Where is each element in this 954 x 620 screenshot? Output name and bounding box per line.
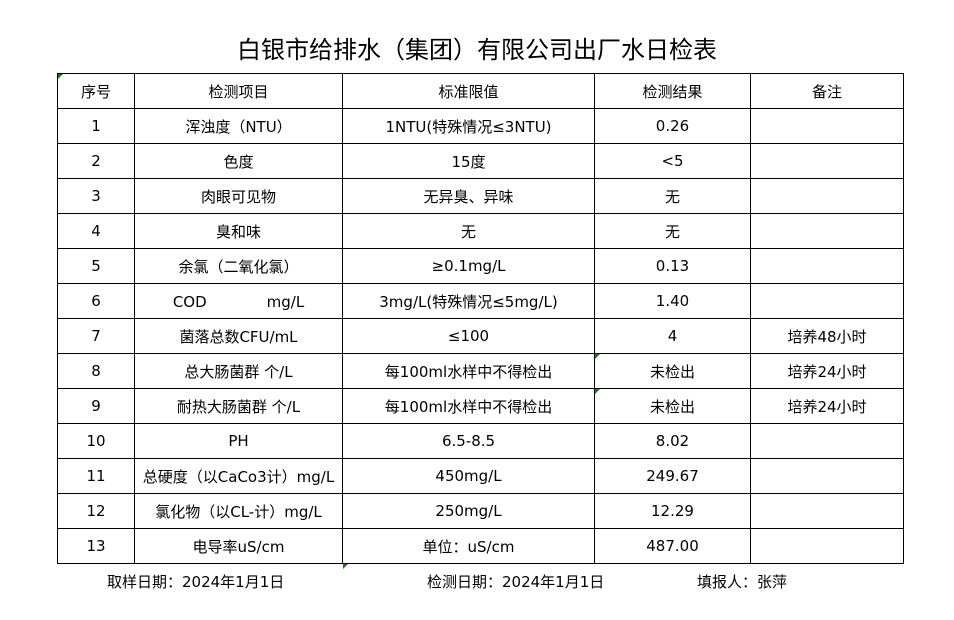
cell-remark[interactable] <box>750 458 904 494</box>
cell-index[interactable]: 4 <box>57 213 135 249</box>
cell-result[interactable]: 4 <box>594 318 751 354</box>
cell-remark[interactable] <box>750 493 904 529</box>
cell-remark[interactable] <box>750 143 904 179</box>
table-row: 5 余氯（二氧化氯） ≥0.1mg/L 0.13 <box>57 248 904 284</box>
cell-result[interactable]: 8.02 <box>594 423 751 459</box>
cell-index[interactable]: 10 <box>57 423 135 459</box>
cell-result[interactable]: 1.40 <box>594 283 751 319</box>
cell-index[interactable]: 13 <box>57 528 135 564</box>
table-row: 2 色度 15度 <5 <box>57 143 904 179</box>
table-row: 7 菌落总数CFU/mL ≤100 4 培养48小时 <box>57 318 904 354</box>
cell-item[interactable]: 氯化物（以CL-计）mg/L <box>134 493 343 529</box>
cell-standard[interactable]: ≤100 <box>342 318 595 354</box>
test-date: 检测日期：2024年1月1日 <box>427 573 605 591</box>
cell-remark[interactable]: 培养24小时 <box>750 388 904 424</box>
header-item[interactable]: 检测项目 <box>134 73 343 109</box>
cell-remark[interactable]: 培养24小时 <box>750 353 904 389</box>
cell-result[interactable]: 487.00 <box>594 528 751 564</box>
cell-item[interactable]: PH <box>134 423 343 459</box>
table-row: 3 肉眼可见物 无异臭、异味无 <box>57 178 904 214</box>
header-remark[interactable]: 备注 <box>750 73 904 109</box>
cell-standard[interactable]: 每100ml水样中不得检出 <box>342 353 595 389</box>
cell-remark[interactable] <box>750 283 904 319</box>
cell-item[interactable]: 电导率uS/cm <box>134 528 343 564</box>
cell-result[interactable]: 12.29 <box>594 493 751 529</box>
cell-result[interactable]: 无 <box>594 178 751 214</box>
cell-item[interactable]: 总大肠菌群 个/L <box>134 353 343 389</box>
cell-standard[interactable]: 无 <box>342 213 595 249</box>
cell-index[interactable]: 11 <box>57 458 135 494</box>
table-row: 8 总大肠菌群 个/L 每100ml水样中不得检出 未检出 培养24小时 <box>57 353 904 389</box>
cell-item[interactable]: 菌落总数CFU/mL <box>134 318 343 354</box>
cell-index[interactable]: 9 <box>57 388 135 424</box>
cell-standard[interactable]: 无异臭、异味 <box>342 178 595 214</box>
cell-result[interactable]: 未检出 <box>594 388 751 424</box>
table-row: 4 臭和味无无 <box>57 213 904 249</box>
cell-index[interactable]: 3 <box>57 178 135 214</box>
cell-item[interactable]: 色度 <box>134 143 343 179</box>
cell-item[interactable]: 浑浊度（NTU） <box>134 108 343 144</box>
table-row: 12 氯化物（以CL-计）mg/L 250mg/L 12.29 <box>57 493 904 529</box>
sampling-date: 取样日期：2024年1月1日 <box>107 573 285 591</box>
cell-standard[interactable]: 6.5-8.5 <box>342 423 595 459</box>
table-row: 11 总硬度（以CaCo3计）mg/L 450mg/L 249.67 <box>57 458 904 494</box>
cell-standard[interactable]: 单位：uS/cm <box>342 528 595 564</box>
cell-index[interactable]: 12 <box>57 493 135 529</box>
reporter: 填报人：张萍 <box>697 573 788 591</box>
cell-remark[interactable] <box>750 178 904 214</box>
table-row: 9 耐热大肠菌群 个/L 每100ml水样中不得检出 未检出 培养24小时 <box>57 388 904 424</box>
cell-item[interactable]: 总硬度（以CaCo3计）mg/L <box>134 458 343 494</box>
cell-standard[interactable]: 250mg/L <box>342 493 595 529</box>
cell-standard[interactable]: 450mg/L <box>342 458 595 494</box>
table-row: 1 浑浊度（NTU） 1NTU(特殊情况≤3NTU) 0.26 <box>57 108 904 144</box>
table-row: 13 电导率uS/cm 单位：uS/cm 487.00 <box>57 528 904 564</box>
cell-marker <box>595 354 600 359</box>
table-row: 10 PH 6.5-8.5 8.02 <box>57 423 904 459</box>
table-row: 6 COD mg/L 3mg/L(特殊情况≤5mg/L) 1.40 <box>57 283 904 319</box>
cell-standard[interactable]: 3mg/L(特殊情况≤5mg/L) <box>342 283 595 319</box>
cell-result[interactable]: 249.67 <box>594 458 751 494</box>
cell-remark[interactable] <box>750 248 904 284</box>
cell-index[interactable]: 8 <box>57 353 135 389</box>
cell-standard[interactable]: ≥0.1mg/L <box>342 248 595 284</box>
cell-item[interactable]: COD mg/L <box>134 283 343 319</box>
cell-index[interactable]: 1 <box>57 108 135 144</box>
cell-remark[interactable] <box>750 108 904 144</box>
cell-remark[interactable] <box>750 213 904 249</box>
cell-item[interactable]: 余氯（二氧化氯） <box>134 248 343 284</box>
cell-result[interactable]: 0.26 <box>594 108 751 144</box>
cell-remark[interactable] <box>750 528 904 564</box>
cell-item[interactable]: 臭和味 <box>134 213 343 249</box>
cell-marker <box>343 564 348 569</box>
cell-standard[interactable]: 每100ml水样中不得检出 <box>342 388 595 424</box>
cell-index[interactable]: 2 <box>57 143 135 179</box>
header-standard[interactable]: 标准限值 <box>342 73 595 109</box>
cell-marker <box>58 74 63 79</box>
cell-index[interactable]: 5 <box>57 248 135 284</box>
cell-index[interactable]: 7 <box>57 318 135 354</box>
cell-remark[interactable] <box>750 423 904 459</box>
header-result[interactable]: 检测结果 <box>594 73 751 109</box>
cell-item[interactable]: 肉眼可见物 <box>134 178 343 214</box>
cell-standard[interactable]: 1NTU(特殊情况≤3NTU) <box>342 108 595 144</box>
cell-result[interactable]: 0.13 <box>594 248 751 284</box>
inspection-table: 序号 检测项目 标准限值 检测结果 备注 1 浑浊度（NTU） 1NTU(特殊情况≤… <box>57 73 904 564</box>
cell-item[interactable]: 耐热大肠菌群 个/L <box>134 388 343 424</box>
cell-index[interactable]: 6 <box>57 283 135 319</box>
cell-result[interactable]: 无 <box>594 213 751 249</box>
cell-result[interactable]: <5 <box>594 143 751 179</box>
table-header-row: 序号 检测项目 标准限值 检测结果 备注 <box>57 73 904 109</box>
cell-marker <box>595 389 600 394</box>
header-index[interactable]: 序号 <box>57 73 135 109</box>
page-title: 白银市给排水（集团）有限公司出厂水日检表 <box>237 36 717 64</box>
cell-standard[interactable]: 15度 <box>342 143 595 179</box>
cell-remark[interactable]: 培养48小时 <box>750 318 904 354</box>
cell-result[interactable]: 未检出 <box>594 353 751 389</box>
